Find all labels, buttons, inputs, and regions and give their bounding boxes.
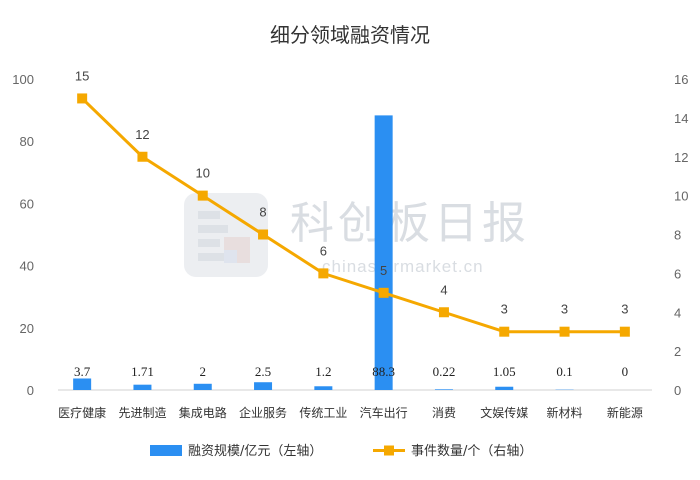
bar <box>314 386 333 390</box>
bar <box>495 386 514 390</box>
legend-line-label: 事件数量/个（右轴） <box>411 444 532 459</box>
watermark-url: chinastarmarket.cn <box>322 257 484 276</box>
right-tick-label: 6 <box>674 266 681 281</box>
category-label: 传统工业 <box>299 405 347 420</box>
bar-series <box>73 115 574 391</box>
line-data-label: 3 <box>621 302 628 317</box>
legend-bar-label: 融资规模/亿元（左轴） <box>188 444 322 459</box>
line-data-label: 5 <box>380 263 387 278</box>
bar-data-label: 1.71 <box>131 364 154 379</box>
right-tick-label: 8 <box>674 228 681 243</box>
bar-data-label: 0 <box>622 364 629 379</box>
right-tick-label: 0 <box>674 383 681 398</box>
category-label: 新材料 <box>547 405 583 420</box>
left-axis: 0 20 40 60 80 100 <box>12 72 34 398</box>
category-label: 医疗健康 <box>58 405 106 420</box>
legend-item-bar: 融资规模/亿元（左轴） <box>150 444 322 459</box>
bar <box>254 382 273 390</box>
left-tick-label: 40 <box>20 259 34 274</box>
bar-data-label: 3.7 <box>74 364 91 379</box>
line-point <box>559 326 570 337</box>
right-tick-label: 4 <box>674 305 681 320</box>
left-tick-label: 60 <box>20 196 34 211</box>
line-data-labels: 15 12 10 8 6 5 4 3 3 3 <box>75 68 629 316</box>
line-series <box>77 93 630 337</box>
bar <box>374 115 393 391</box>
chart-title: 细分领域融资情况 <box>270 23 430 47</box>
bar-data-label: 1.2 <box>315 364 331 379</box>
category-labels: 医疗健康 先进制造 集成电路 企业服务 传统工业 汽车出行 消费 文娱传媒 新材料 新能源 <box>58 405 643 420</box>
line-point <box>318 268 329 279</box>
category-label: 消费 <box>432 406 456 420</box>
line-point <box>258 229 269 240</box>
line-data-label: 4 <box>440 282 447 297</box>
line-data-label: 8 <box>259 205 266 220</box>
bar <box>193 383 212 390</box>
bar-data-labels: 3.7 1.71 2 2.5 1.2 88.3 0.22 1.05 0.1 0 <box>74 364 628 379</box>
left-tick-label: 20 <box>20 321 34 336</box>
category-label: 新能源 <box>607 405 643 420</box>
line-data-label: 3 <box>561 302 568 317</box>
line-data-label: 6 <box>320 243 327 258</box>
watermark: 科创板日报 chinastarmarket.cn <box>184 193 530 277</box>
category-label: 集成电路 <box>179 405 227 420</box>
category-label: 文娱传媒 <box>480 405 528 420</box>
left-tick-label: 100 <box>12 72 34 87</box>
line-data-label: 12 <box>135 127 149 142</box>
line-path <box>81 97 625 334</box>
right-axis: 0 2 4 6 8 10 12 14 16 <box>674 72 688 398</box>
left-tick-label: 80 <box>20 134 34 149</box>
bar <box>73 378 92 390</box>
bar-data-label: 2.5 <box>255 364 271 379</box>
category-label: 企业服务 <box>239 405 287 420</box>
line-point <box>438 307 449 318</box>
line-point <box>499 326 510 337</box>
legend-line-marker <box>384 445 394 456</box>
line-point <box>619 326 630 337</box>
right-tick-label: 14 <box>674 111 688 126</box>
bar-data-label: 0.22 <box>433 364 456 379</box>
right-tick-label: 2 <box>674 344 681 359</box>
bar-data-label: 88.3 <box>372 364 395 379</box>
legend: 融资规模/亿元（左轴） 事件数量/个（右轴） <box>150 444 532 459</box>
legend-bar-swatch <box>150 445 182 456</box>
watermark-text: 科创板日报 <box>290 198 530 249</box>
right-tick-label: 16 <box>674 72 688 87</box>
line-point <box>197 190 208 201</box>
category-label: 先进制造 <box>118 406 166 420</box>
watermark-logo <box>184 193 268 277</box>
line-data-label: 10 <box>196 166 210 181</box>
right-tick-label: 12 <box>674 150 688 165</box>
left-tick-label: 0 <box>27 383 34 398</box>
bar <box>434 389 453 390</box>
line-point <box>137 151 148 162</box>
line-data-label: 15 <box>75 68 89 83</box>
bar <box>133 384 152 390</box>
line-point <box>77 93 88 104</box>
bar-data-label: 0.1 <box>556 364 572 379</box>
bar-data-label: 2 <box>200 364 207 379</box>
category-label: 汽车出行 <box>360 405 408 420</box>
line-point <box>378 287 389 298</box>
line-data-label: 3 <box>501 302 508 317</box>
right-tick-label: 10 <box>674 189 688 204</box>
bar-data-label: 1.05 <box>493 364 516 379</box>
legend-item-line: 事件数量/个（右轴） <box>373 444 532 459</box>
